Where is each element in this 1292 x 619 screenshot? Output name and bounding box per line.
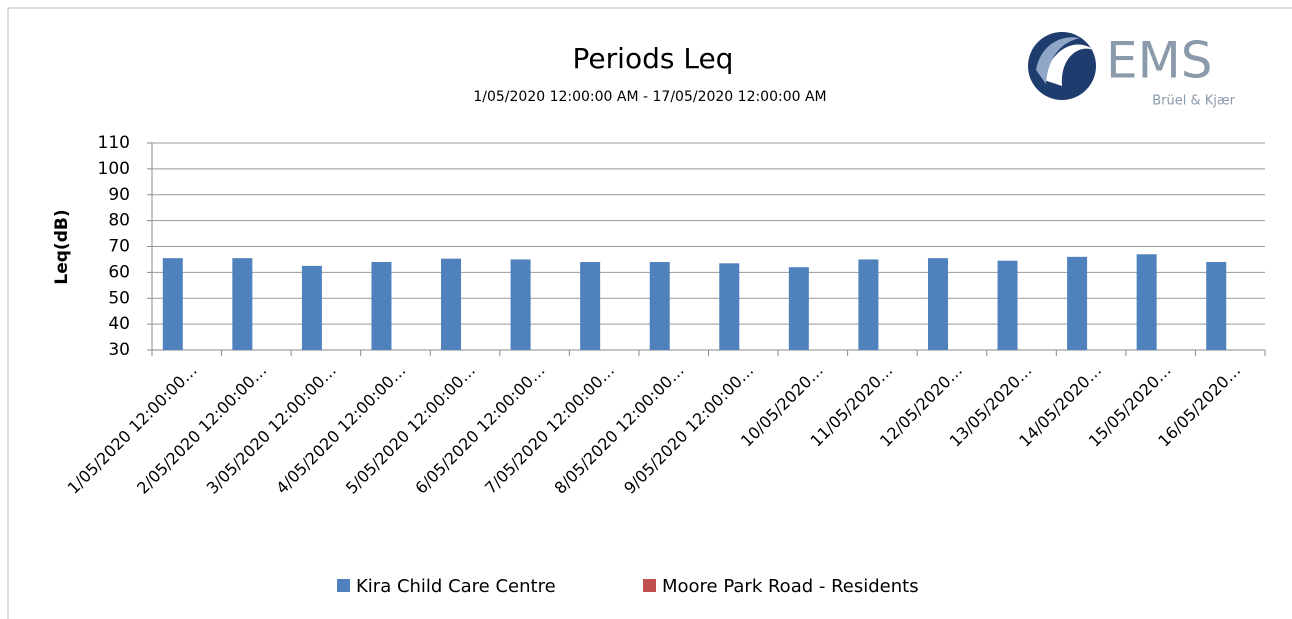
y-tick-label: 70 xyxy=(108,237,130,257)
x-tick-label: 7/05/2020 12:00:00… xyxy=(481,361,618,498)
y-tick-label: 30 xyxy=(108,340,130,360)
logo-swoosh xyxy=(1044,44,1094,86)
logo-tagline: Brüel & Kjær xyxy=(1152,94,1235,109)
y-tick-label: 90 xyxy=(108,185,130,205)
bar xyxy=(927,258,948,350)
x-tick-label: 1/05/2020 12:00:00… xyxy=(64,361,201,498)
bar xyxy=(649,262,670,350)
bar xyxy=(162,258,183,350)
x-tick-label: 5/05/2020 12:00:00… xyxy=(342,361,479,498)
bar xyxy=(301,265,322,350)
legend-label: Kira Child Care Centre xyxy=(356,576,556,597)
bar xyxy=(371,262,392,350)
bar xyxy=(232,258,253,350)
chart-title: Periods Leq xyxy=(573,42,734,75)
logo: EMS Brüel & Kjær xyxy=(1028,32,1236,109)
x-tick-label: 4/05/2020 12:00:00… xyxy=(272,361,409,498)
x-tick-label: 6/05/2020 12:00:00… xyxy=(411,361,548,498)
chart-subtitle: 1/05/2020 12:00:00 AM - 17/05/2020 12:00… xyxy=(473,89,826,105)
bar xyxy=(441,258,462,350)
bar xyxy=(997,260,1018,350)
y-tick-label: 80 xyxy=(108,211,130,231)
x-tick-label: 2/05/2020 12:00:00… xyxy=(133,361,270,498)
bar xyxy=(510,259,531,350)
bar xyxy=(858,259,879,350)
y-axis-label: Leq(dB) xyxy=(52,209,72,284)
y-tick-label: 60 xyxy=(108,262,130,282)
bar xyxy=(788,267,809,350)
legend-swatch xyxy=(337,579,350,592)
logo-name: EMS xyxy=(1106,32,1212,90)
x-tick-label: 9/05/2020 12:00:00… xyxy=(620,361,757,498)
y-tick-label: 50 xyxy=(108,288,130,308)
y-tick-label: 100 xyxy=(98,159,130,179)
logo-swoosh xyxy=(1036,37,1080,84)
bar xyxy=(1136,254,1157,350)
legend-label: Moore Park Road - Residents xyxy=(662,576,919,597)
y-tick-label: 110 xyxy=(98,133,130,153)
bar xyxy=(1206,262,1227,350)
legend-swatch xyxy=(643,579,656,592)
x-tick-label: 3/05/2020 12:00:00… xyxy=(203,361,340,498)
bar xyxy=(580,262,601,350)
bar xyxy=(1067,256,1088,350)
x-tick-label: 8/05/2020 12:00:00… xyxy=(551,361,688,498)
bar xyxy=(719,263,740,350)
y-tick-label: 40 xyxy=(108,314,130,334)
